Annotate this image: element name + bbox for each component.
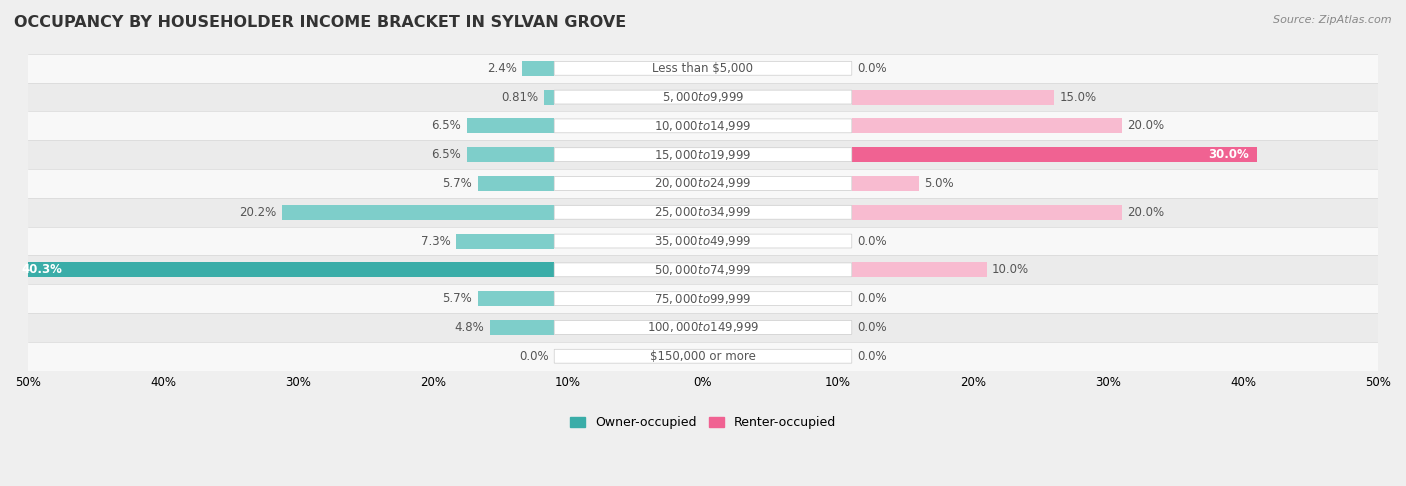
Bar <box>456 234 554 248</box>
Bar <box>28 140 1378 169</box>
Text: 0.0%: 0.0% <box>519 350 550 363</box>
Bar <box>852 119 1122 133</box>
Bar <box>28 169 1378 198</box>
Text: $10,000 to $14,999: $10,000 to $14,999 <box>654 119 752 133</box>
Bar <box>467 147 554 162</box>
Bar <box>28 198 1378 226</box>
Bar <box>489 320 554 335</box>
Text: 10.0%: 10.0% <box>991 263 1029 277</box>
Text: 0.0%: 0.0% <box>856 292 887 305</box>
Bar <box>28 284 1378 313</box>
Text: 2.4%: 2.4% <box>486 62 516 75</box>
Text: 5.0%: 5.0% <box>924 177 955 190</box>
Bar <box>852 147 1257 162</box>
Text: 5.7%: 5.7% <box>443 292 472 305</box>
FancyBboxPatch shape <box>554 90 852 104</box>
Text: $25,000 to $34,999: $25,000 to $34,999 <box>654 205 752 219</box>
Text: 15.0%: 15.0% <box>1060 90 1097 104</box>
FancyBboxPatch shape <box>554 176 852 191</box>
FancyBboxPatch shape <box>554 119 852 133</box>
Text: 6.5%: 6.5% <box>432 120 461 132</box>
Text: 6.5%: 6.5% <box>432 148 461 161</box>
Text: $50,000 to $74,999: $50,000 to $74,999 <box>654 263 752 277</box>
Text: 0.0%: 0.0% <box>856 235 887 247</box>
Text: $5,000 to $9,999: $5,000 to $9,999 <box>662 90 744 104</box>
Text: 0.81%: 0.81% <box>501 90 538 104</box>
Text: 4.8%: 4.8% <box>454 321 484 334</box>
Bar <box>544 89 554 104</box>
Bar <box>852 89 1054 104</box>
Bar <box>281 205 554 220</box>
FancyBboxPatch shape <box>554 320 852 334</box>
Text: OCCUPANCY BY HOUSEHOLDER INCOME BRACKET IN SYLVAN GROVE: OCCUPANCY BY HOUSEHOLDER INCOME BRACKET … <box>14 15 626 30</box>
Bar <box>522 61 554 76</box>
Text: Source: ZipAtlas.com: Source: ZipAtlas.com <box>1274 15 1392 25</box>
Text: 7.3%: 7.3% <box>420 235 450 247</box>
Text: $75,000 to $99,999: $75,000 to $99,999 <box>654 292 752 306</box>
Text: 0.0%: 0.0% <box>856 321 887 334</box>
Bar <box>852 262 987 278</box>
Bar <box>852 176 920 191</box>
FancyBboxPatch shape <box>554 349 852 363</box>
Text: $100,000 to $149,999: $100,000 to $149,999 <box>647 320 759 334</box>
Legend: Owner-occupied, Renter-occupied: Owner-occupied, Renter-occupied <box>565 411 841 434</box>
Text: 5.7%: 5.7% <box>443 177 472 190</box>
Text: $20,000 to $24,999: $20,000 to $24,999 <box>654 176 752 191</box>
Text: 20.0%: 20.0% <box>1128 120 1164 132</box>
Text: 20.0%: 20.0% <box>1128 206 1164 219</box>
Text: $35,000 to $49,999: $35,000 to $49,999 <box>654 234 752 248</box>
Text: $15,000 to $19,999: $15,000 to $19,999 <box>654 148 752 162</box>
Bar <box>28 313 1378 342</box>
FancyBboxPatch shape <box>554 263 852 277</box>
Text: 40.3%: 40.3% <box>21 263 62 277</box>
Bar <box>28 83 1378 111</box>
Bar <box>28 111 1378 140</box>
Text: 30.0%: 30.0% <box>1208 148 1249 161</box>
Text: 0.0%: 0.0% <box>856 62 887 75</box>
FancyBboxPatch shape <box>554 148 852 162</box>
Bar <box>28 342 1378 371</box>
Text: $150,000 or more: $150,000 or more <box>650 350 756 363</box>
Bar <box>10 262 554 278</box>
Text: Less than $5,000: Less than $5,000 <box>652 62 754 75</box>
Bar <box>28 54 1378 83</box>
FancyBboxPatch shape <box>554 292 852 306</box>
Bar <box>28 256 1378 284</box>
Bar <box>478 176 554 191</box>
FancyBboxPatch shape <box>554 61 852 75</box>
Bar <box>852 205 1122 220</box>
Bar <box>28 226 1378 256</box>
FancyBboxPatch shape <box>554 234 852 248</box>
FancyBboxPatch shape <box>554 205 852 219</box>
Text: 20.2%: 20.2% <box>239 206 277 219</box>
Text: 0.0%: 0.0% <box>856 350 887 363</box>
Bar <box>478 291 554 306</box>
Bar <box>467 119 554 133</box>
